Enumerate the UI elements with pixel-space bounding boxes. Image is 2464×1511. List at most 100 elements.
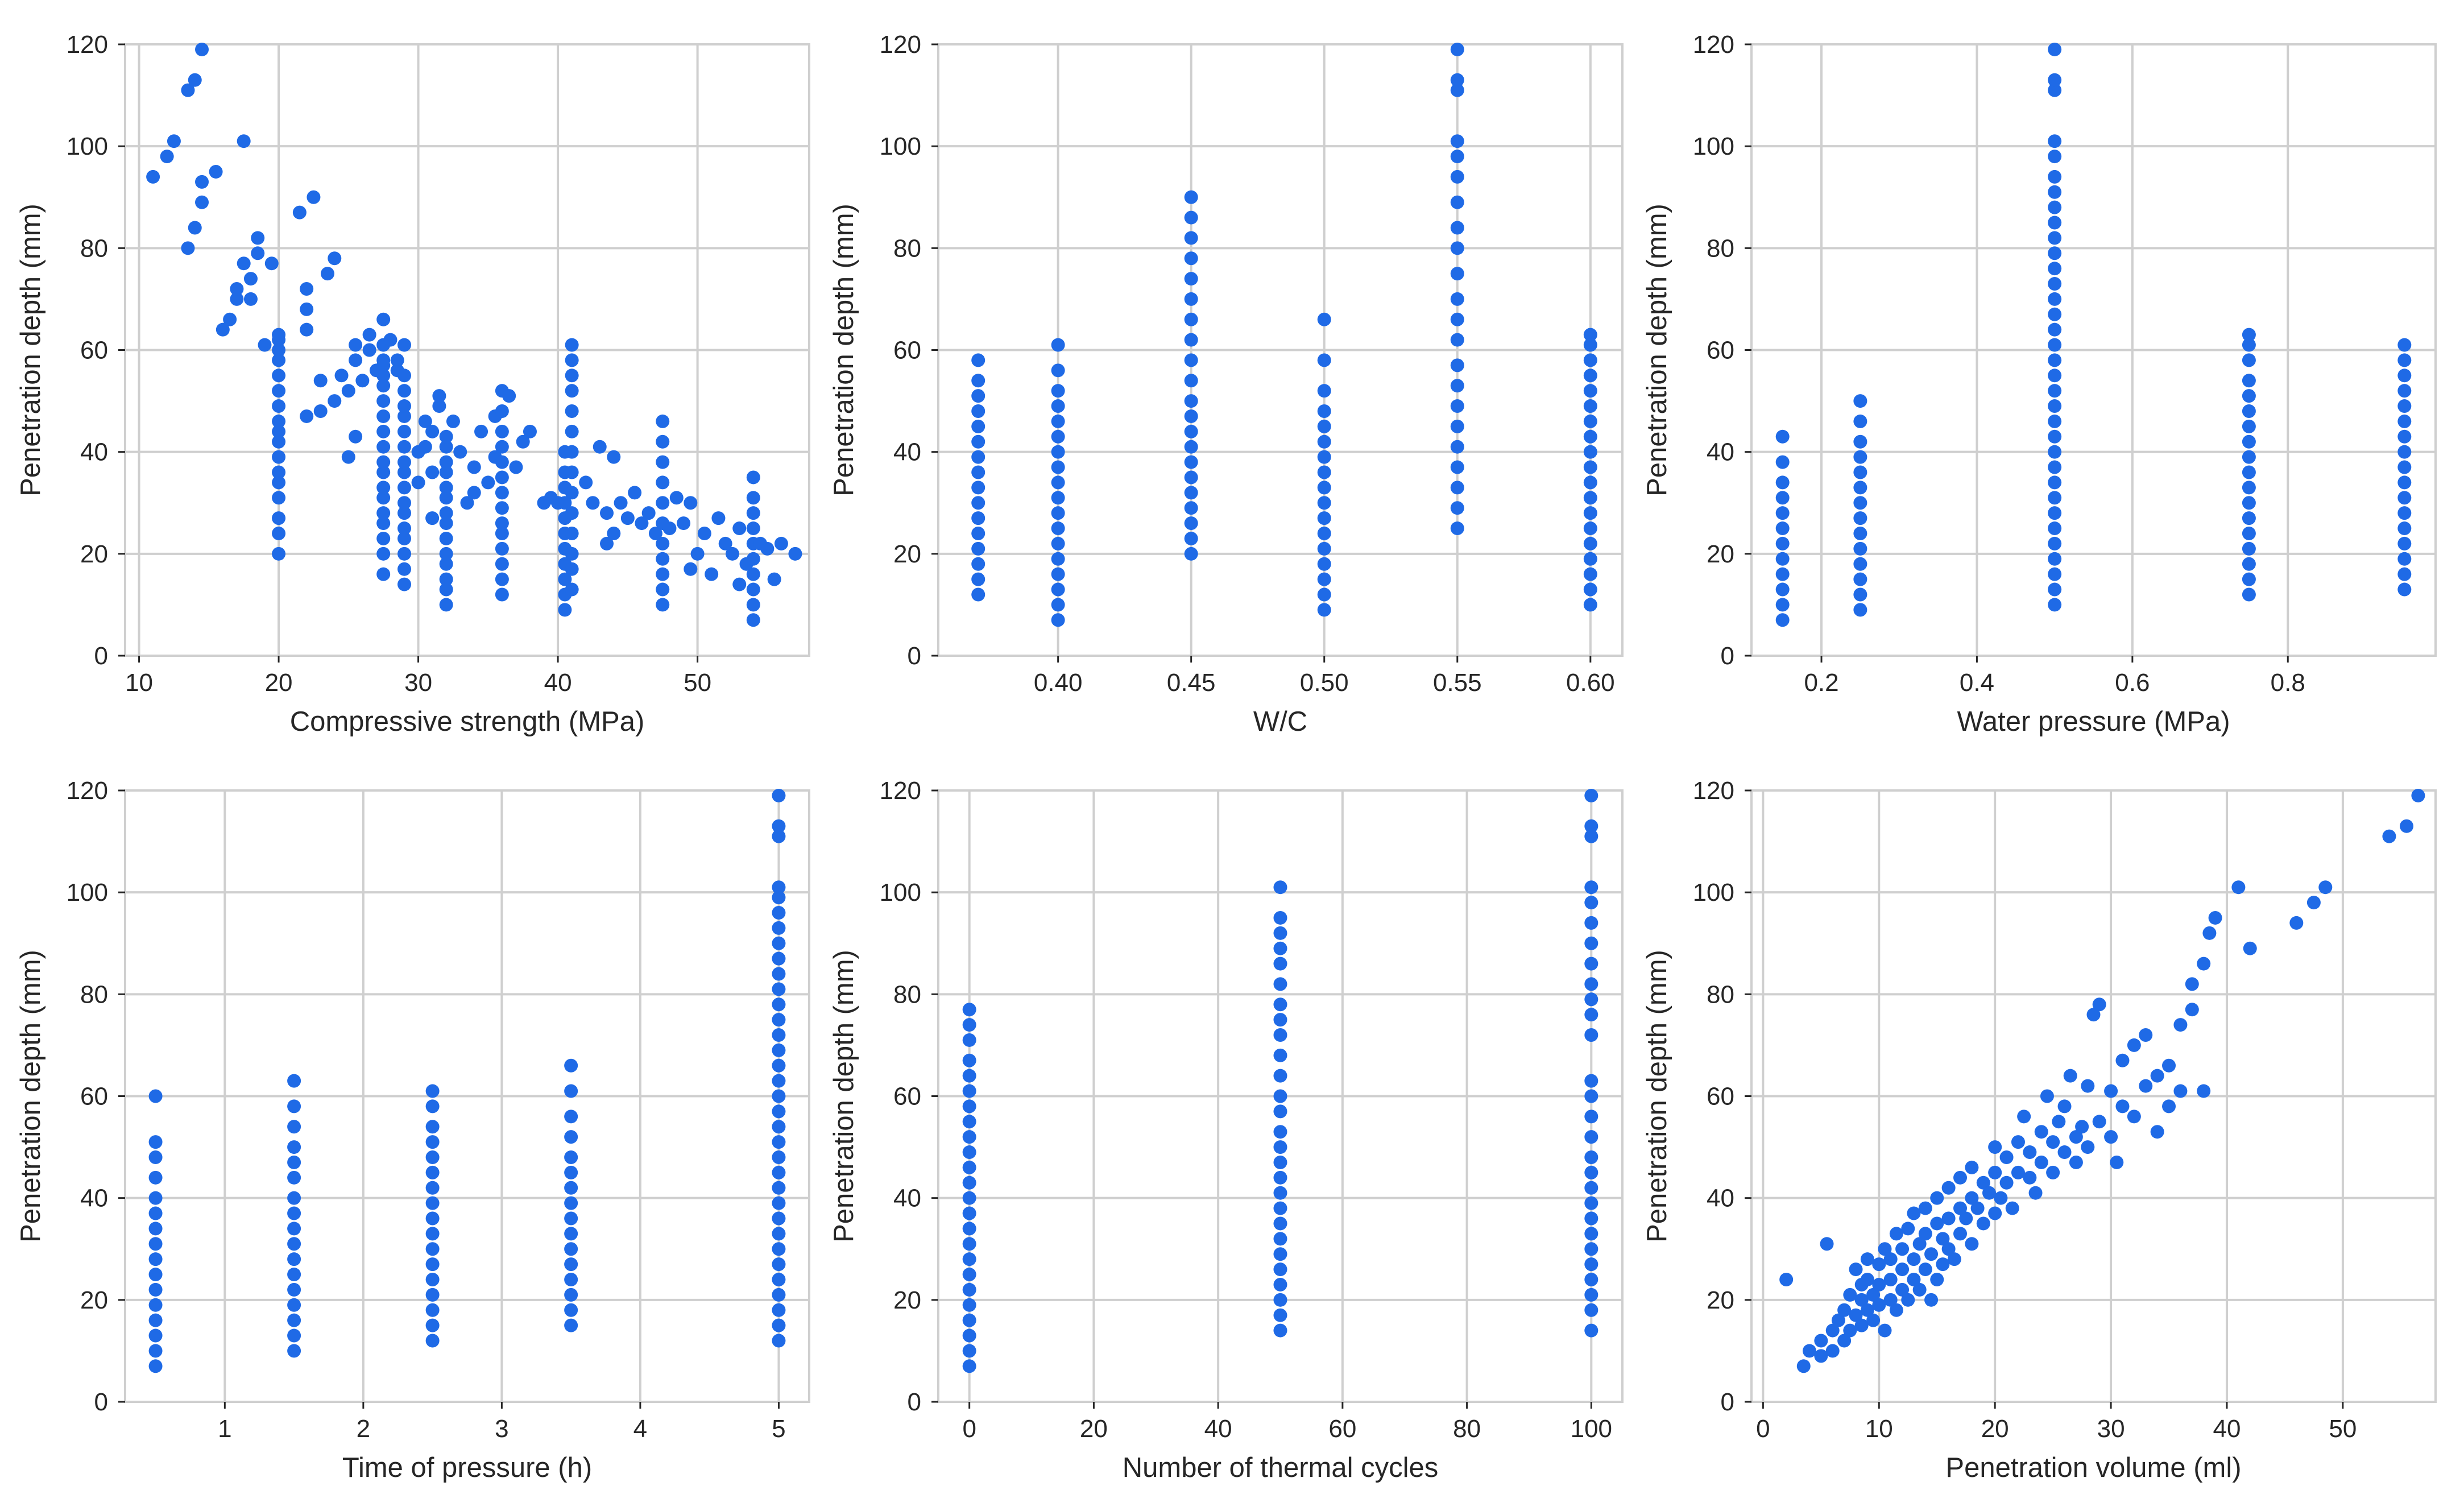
data-point (300, 282, 314, 296)
y-axis-label: Penetration depth (mm) (15, 204, 46, 496)
data-point (971, 527, 985, 540)
x-tick-label: 60 (1328, 1415, 1356, 1443)
data-point (1584, 1074, 1599, 1088)
data-point (1450, 267, 1464, 281)
data-point (760, 541, 775, 556)
data-point (287, 1222, 301, 1236)
x-tick-label: 30 (404, 669, 432, 697)
data-point (2115, 1053, 2130, 1067)
data-point (564, 1181, 578, 1195)
data-point (1273, 977, 1287, 991)
data-point (1853, 414, 1867, 428)
data-point (1317, 434, 1331, 449)
data-point (2397, 384, 2412, 398)
data-point (1853, 465, 1867, 479)
x-tick-label: 0.6 (2115, 669, 2150, 697)
data-point (495, 557, 509, 571)
x-tick-label: 0.45 (1167, 669, 1216, 697)
data-point (1866, 1313, 1881, 1327)
data-point (237, 256, 251, 271)
data-point (669, 491, 684, 505)
data-point (1584, 1211, 1599, 1226)
data-point (772, 1150, 786, 1164)
data-point (711, 511, 726, 525)
data-point (2005, 1201, 2019, 1215)
data-point (425, 1181, 440, 1195)
x-tick-label: 3 (495, 1415, 508, 1443)
panel-5: 0 20 40 60 80 100 0 20 40 60 80 100 120 Number of the… (829, 777, 1624, 1483)
data-point (1184, 190, 1198, 204)
data-point (2040, 1089, 2054, 1103)
data-point (772, 1318, 786, 1332)
data-point (425, 1211, 440, 1226)
x-tick-label: 0.55 (1433, 669, 1482, 697)
data-point (425, 1303, 440, 1317)
data-point (746, 613, 760, 627)
data-point (1965, 1160, 1979, 1174)
data-point (1584, 829, 1599, 843)
data-point (772, 829, 786, 843)
data-point (453, 445, 467, 459)
data-point (467, 486, 481, 500)
data-point (230, 282, 244, 296)
data-point (1273, 1028, 1287, 1042)
data-point (772, 997, 786, 1012)
y-tick-label: 40 (1707, 1185, 1734, 1212)
data-point (1907, 1252, 1921, 1266)
data-point (558, 572, 572, 586)
x-tick-label: 0.2 (1804, 669, 1838, 697)
data-point (376, 409, 391, 423)
data-point (181, 241, 195, 255)
data-point (1796, 1359, 1811, 1373)
data-point (495, 587, 509, 602)
data-point (641, 506, 656, 520)
data-point (2127, 1110, 2141, 1124)
data-point (1184, 409, 1198, 423)
data-point (1853, 541, 1867, 556)
data-point (287, 1170, 301, 1185)
data-point (656, 455, 670, 469)
data-point (1450, 333, 1464, 347)
data-point (2242, 338, 2256, 352)
data-point (772, 1089, 786, 1103)
data-point (2048, 521, 2062, 536)
data-point (1317, 353, 1331, 367)
data-point (1051, 567, 1065, 581)
data-point (962, 1222, 976, 1236)
data-point (1584, 896, 1599, 910)
data-point (705, 567, 719, 581)
data-point (1802, 1344, 1816, 1358)
data-point (772, 1303, 786, 1317)
data-point (2242, 450, 2256, 464)
y-tick-label: 100 (67, 133, 108, 160)
data-point (1849, 1308, 1863, 1322)
data-point (376, 465, 391, 479)
data-point (1317, 557, 1331, 571)
y-tick-label: 60 (1707, 337, 1734, 365)
data-point (2048, 384, 2062, 398)
data-point (2048, 292, 2062, 306)
data-point (1584, 1273, 1599, 1286)
data-point (1584, 1008, 1599, 1022)
data-point (2231, 880, 2246, 895)
y-axis-label: Penetration depth (mm) (829, 204, 859, 496)
data-point (656, 582, 670, 597)
data-point (349, 429, 363, 444)
data-point (1051, 338, 1065, 352)
data-point (287, 1237, 301, 1251)
data-point (195, 195, 209, 209)
data-point (2411, 788, 2425, 802)
data-point (600, 506, 614, 520)
x-tick-label: 20 (1080, 1415, 1108, 1443)
data-point (397, 577, 412, 591)
x-tick-label: 50 (2329, 1415, 2357, 1443)
data-point (397, 455, 412, 469)
data-point (772, 1028, 786, 1042)
data-point (1273, 957, 1287, 971)
data-point (495, 470, 509, 485)
data-point (1889, 1303, 1903, 1317)
data-point (772, 1227, 786, 1241)
data-point (1273, 1125, 1287, 1139)
data-point (607, 450, 621, 464)
